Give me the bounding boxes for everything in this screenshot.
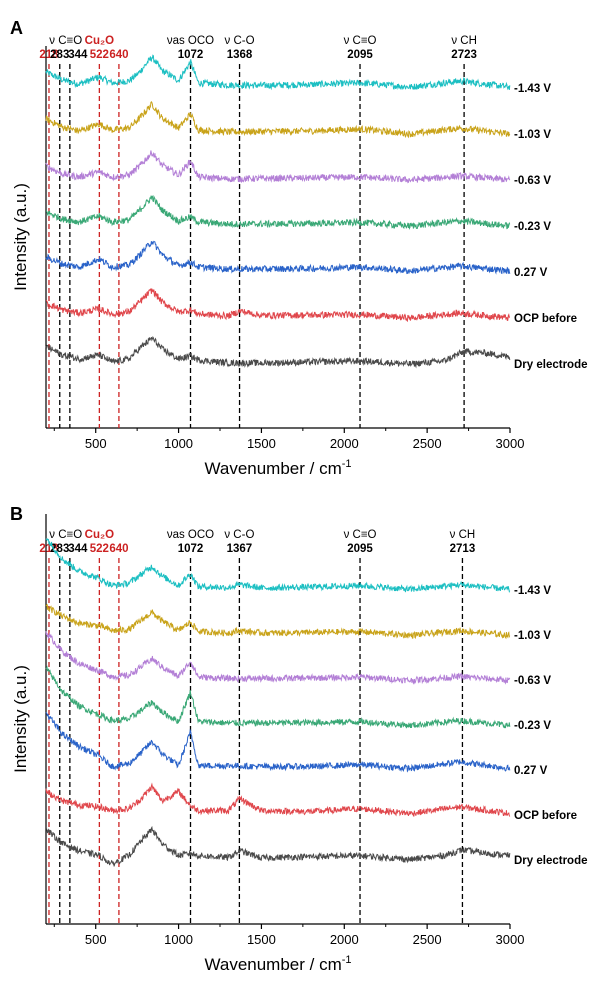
peak-wavenumber-label: 1072 <box>178 49 204 61</box>
peak-mode-label: νas OCO <box>167 35 214 47</box>
series-line <box>45 631 511 685</box>
x-tick-label: 2500 <box>413 436 442 451</box>
series-label: OCP before <box>514 313 577 325</box>
peak-wavenumber-label: 1367 <box>227 543 253 555</box>
series-label: -0.23 V <box>514 720 551 732</box>
panel-letter: A <box>10 18 23 38</box>
series-label: OCP before <box>514 810 577 822</box>
peak-wavenumber-label: 2095 <box>347 543 373 555</box>
peak-mode-label: ν C≡O <box>344 529 377 541</box>
peak-mode-label: ν C≡O <box>49 529 82 541</box>
x-tick-label: 2000 <box>330 932 359 947</box>
series-label: 0.27 V <box>514 267 548 279</box>
series-label: -0.23 V <box>514 221 551 233</box>
peak-wavenumber-label: 344 <box>68 49 88 61</box>
panel-letter: B <box>10 504 23 524</box>
peak-wavenumber-label: 218 <box>39 543 59 555</box>
series-line <box>45 335 511 369</box>
series-line <box>45 711 511 773</box>
peak-mode-label: ν C≡O <box>344 35 377 47</box>
peak-wavenumber-label: 522 <box>90 543 109 555</box>
x-tick-label: 1500 <box>247 436 276 451</box>
series-line <box>45 825 511 867</box>
series-line <box>45 538 511 593</box>
peak-wavenumber-label: 218 <box>39 49 59 61</box>
x-tick-label: 500 <box>85 932 107 947</box>
peak-mode-label: ν C-O <box>224 529 254 541</box>
panel-a: A 500 1000 1500 2000 2500 3000 Wavenumber / cm-… <box>10 18 588 478</box>
x-tick-label: 1500 <box>247 932 276 947</box>
peak-mode-label: ν CH <box>451 35 477 47</box>
series-line <box>45 665 511 729</box>
x-axis-label: Wavenumber / cm-1 <box>204 458 351 478</box>
peak-wavenumber-label: 2713 <box>450 543 476 555</box>
panel-b: B 500 1000 1500 2000 2500 3000 Wavenumber / cm-… <box>10 504 588 974</box>
peak-mode-label: Cu₂O <box>85 35 114 47</box>
series-label: -1.03 V <box>514 630 551 642</box>
peak-wavenumber-label: 2095 <box>347 49 373 61</box>
x-axis-label-superscript: -1 <box>342 954 352 966</box>
series-label: -0.63 V <box>514 675 551 687</box>
peak-wavenumber-label: 283 <box>50 49 69 61</box>
series-line <box>45 150 511 184</box>
x-tick-label: 500 <box>85 436 107 451</box>
series-line <box>45 288 511 323</box>
series-line <box>45 101 511 139</box>
series-line <box>46 194 511 230</box>
series-label: -0.63 V <box>514 175 551 187</box>
series-label: -1.43 V <box>514 83 551 95</box>
series-label: -1.43 V <box>514 585 551 597</box>
peak-mode-label: ν C≡O <box>49 35 82 47</box>
x-axis-label-superscript: -1 <box>342 458 352 470</box>
peak-wavenumber-label: 2723 <box>451 49 477 61</box>
x-tick-label: 2500 <box>413 932 442 947</box>
series-label: 0.27 V <box>514 765 548 777</box>
y-axis-label: Intensity (a.u.) <box>11 665 30 773</box>
peak-wavenumber-label: 522 <box>90 49 109 61</box>
peak-wavenumber-label: 1072 <box>178 543 204 555</box>
peak-mode-label: ν CH <box>450 529 476 541</box>
series-label: -1.03 V <box>514 129 551 141</box>
x-tick-label: 2000 <box>330 436 359 451</box>
series-line <box>45 54 511 91</box>
peak-wavenumber-label: 640 <box>109 543 128 555</box>
x-tick-label: 1000 <box>164 436 193 451</box>
series-line <box>45 782 511 817</box>
x-tick-label: 3000 <box>496 932 525 947</box>
x-axis-label: Wavenumber / cm-1 <box>204 954 351 974</box>
peak-mode-label: νas OCO <box>167 529 214 541</box>
y-axis-label: Intensity (a.u.) <box>11 183 30 291</box>
peak-mode-label: ν C-O <box>225 35 255 47</box>
peak-wavenumber-label: 1368 <box>227 49 253 61</box>
series-line <box>45 240 511 275</box>
peak-wavenumber-label: 640 <box>109 49 128 61</box>
series-label: Dry electrode <box>514 855 588 867</box>
x-tick-label: 1000 <box>164 932 193 947</box>
peak-mode-label: Cu₂O <box>85 529 114 541</box>
x-tick-label: 3000 <box>496 436 525 451</box>
peak-wavenumber-label: 344 <box>68 543 88 555</box>
series-label: Dry electrode <box>514 359 588 371</box>
series-line <box>45 603 511 640</box>
